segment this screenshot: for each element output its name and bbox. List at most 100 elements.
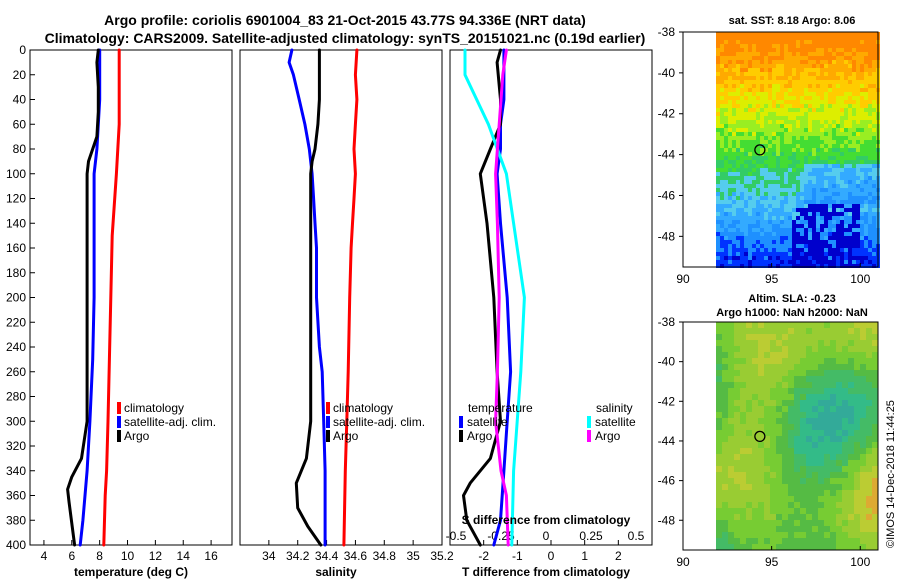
map-cell — [758, 520, 764, 526]
map-cell — [864, 36, 868, 40]
map-cell — [764, 454, 770, 460]
map-cell — [768, 248, 772, 252]
map-cell — [840, 256, 844, 260]
map-cell — [716, 256, 720, 260]
map-cell — [716, 220, 720, 224]
map-cell — [722, 532, 728, 538]
map-cell — [722, 418, 728, 424]
map-cell — [780, 256, 784, 260]
map-cell — [832, 168, 836, 172]
map-cell — [840, 220, 844, 224]
map-cell — [842, 526, 848, 532]
map-cell — [760, 232, 764, 236]
map-cell — [756, 228, 760, 232]
map-cell — [728, 430, 734, 436]
map-cell — [804, 152, 808, 156]
map-cell — [842, 334, 848, 340]
map-cell — [812, 394, 818, 400]
map-cell — [716, 364, 722, 370]
map-cell — [772, 228, 776, 232]
map-cell — [830, 334, 836, 340]
map-cell — [728, 544, 734, 550]
map-cell — [860, 248, 864, 252]
map-cell — [808, 232, 812, 236]
map-cell — [760, 208, 764, 212]
map-cell — [736, 220, 740, 224]
map-cell — [746, 412, 752, 418]
map-cell — [740, 60, 744, 64]
map-cell — [842, 466, 848, 472]
map-cell — [772, 244, 776, 248]
map-cell — [752, 388, 758, 394]
map-cell — [716, 120, 720, 124]
map-cell — [772, 136, 776, 140]
map-cell — [800, 220, 804, 224]
map-cell — [818, 532, 824, 538]
map-cell — [780, 92, 784, 96]
map-cell — [808, 56, 812, 60]
map-cell — [844, 44, 848, 48]
map-cell — [836, 180, 840, 184]
map-cell — [796, 36, 800, 40]
map-cell — [836, 240, 840, 244]
map-cell — [722, 376, 728, 382]
map-cell — [848, 172, 852, 176]
map-cell — [780, 172, 784, 176]
map-cell — [756, 260, 760, 264]
map-cell — [740, 478, 746, 484]
map-cell — [768, 252, 772, 256]
map-cell — [728, 502, 734, 508]
map-cell — [764, 370, 770, 376]
map-cell — [720, 260, 724, 264]
map-cell — [800, 196, 804, 200]
map-cell — [806, 352, 812, 358]
map-cell — [872, 466, 878, 472]
map-cell — [806, 370, 812, 376]
map-cell — [764, 96, 768, 100]
salinity-axes-frame — [239, 49, 443, 546]
map-cell — [832, 180, 836, 184]
map-y-tick-label: -40 — [658, 355, 676, 369]
map-cell — [864, 112, 868, 116]
map-cell — [724, 36, 728, 40]
map-cell — [866, 418, 872, 424]
map-cell — [784, 252, 788, 256]
map-cell — [824, 180, 828, 184]
map-cell — [782, 334, 788, 340]
map-cell — [728, 228, 732, 232]
map-cell — [856, 264, 860, 268]
map-cell — [808, 168, 812, 172]
map-cell — [852, 32, 856, 36]
map-cell — [752, 120, 756, 124]
map-cell — [772, 212, 776, 216]
map-cell — [744, 192, 748, 196]
map-cell — [744, 208, 748, 212]
map-cell — [848, 364, 854, 370]
x-tick-label: -1 — [512, 549, 523, 563]
map-cell — [860, 220, 864, 224]
map-cell — [836, 200, 840, 204]
map-cell — [820, 32, 824, 36]
map-cell — [794, 502, 800, 508]
map-cell — [732, 124, 736, 128]
map-cell — [808, 96, 812, 100]
map-cell — [724, 56, 728, 60]
map-cell — [716, 358, 722, 364]
map-cell — [806, 364, 812, 370]
map-cell — [740, 358, 746, 364]
map-cell — [728, 192, 732, 196]
map-cell — [768, 184, 772, 188]
series-line-salinity-satellite — [463, 48, 526, 547]
map-cell — [732, 180, 736, 184]
map-cell — [800, 116, 804, 120]
map-cell — [864, 236, 868, 240]
legend-swatch-argo — [117, 430, 121, 442]
map-cell — [792, 96, 796, 100]
map-cell — [724, 192, 728, 196]
y-tick-label: 0 — [19, 43, 26, 57]
map-cell — [764, 116, 768, 120]
map-cell — [864, 204, 868, 208]
map-cell — [842, 412, 848, 418]
map-cell — [770, 478, 776, 484]
map-cell — [866, 352, 872, 358]
